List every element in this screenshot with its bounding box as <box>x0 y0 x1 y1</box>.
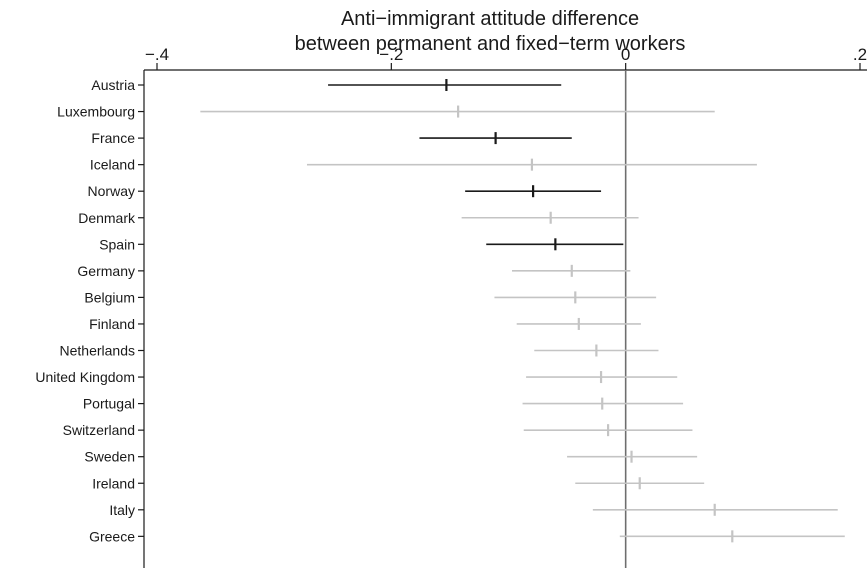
country-label-switzerland: Switzerland <box>63 422 135 438</box>
country-label-spain: Spain <box>99 236 135 252</box>
country-label-luxembourg: Luxembourg <box>57 104 135 120</box>
country-label-austria: Austria <box>91 77 135 93</box>
country-label-united-kingdom: United Kingdom <box>35 369 135 385</box>
plot-area: −.4 −.2 0 .2 Austria Luxembourg France Iceland N… <box>35 45 867 568</box>
country-label-greece: Greece <box>89 528 135 544</box>
x-tick-label: .2 <box>853 45 867 64</box>
country-label-france: France <box>91 130 135 146</box>
country-label-portugal: Portugal <box>83 396 135 412</box>
country-label-norway: Norway <box>88 183 135 199</box>
country-label-denmark: Denmark <box>78 210 136 226</box>
country-label-sweden: Sweden <box>84 449 135 465</box>
country-label-belgium: Belgium <box>84 289 135 305</box>
x-tick-label: −.4 <box>145 45 169 64</box>
country-label-germany: Germany <box>77 263 135 279</box>
country-label-ireland: Ireland <box>92 475 135 491</box>
x-tick-label: −.2 <box>379 45 403 64</box>
x-tick-label: 0 <box>621 45 630 64</box>
country-label-iceland: Iceland <box>90 157 135 173</box>
country-label-finland: Finland <box>89 316 135 332</box>
chart-title-line-2: between permanent and fixed−term workers <box>295 33 686 55</box>
chart-title-line-1: Anti−immigrant attitude difference <box>341 8 639 30</box>
country-label-netherlands: Netherlands <box>60 343 136 359</box>
country-label-italy: Italy <box>109 502 135 518</box>
